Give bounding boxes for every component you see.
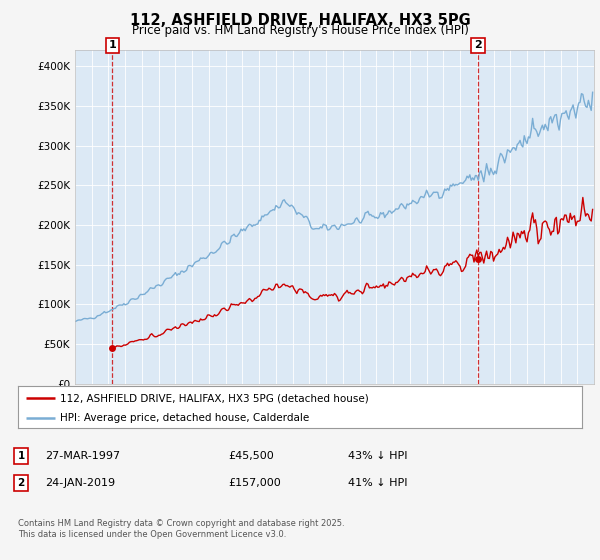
Text: 43% ↓ HPI: 43% ↓ HPI xyxy=(348,451,407,461)
Text: 24-JAN-2019: 24-JAN-2019 xyxy=(45,478,115,488)
Text: £45,500: £45,500 xyxy=(228,451,274,461)
Text: 112, ASHFIELD DRIVE, HALIFAX, HX3 5PG: 112, ASHFIELD DRIVE, HALIFAX, HX3 5PG xyxy=(130,13,470,27)
Text: 41% ↓ HPI: 41% ↓ HPI xyxy=(348,478,407,488)
Text: 1: 1 xyxy=(109,40,116,50)
Text: 27-MAR-1997: 27-MAR-1997 xyxy=(45,451,120,461)
Text: HPI: Average price, detached house, Calderdale: HPI: Average price, detached house, Cald… xyxy=(60,413,310,423)
Text: £157,000: £157,000 xyxy=(228,478,281,488)
Text: 1: 1 xyxy=(17,451,25,461)
Text: 2: 2 xyxy=(17,478,25,488)
Text: Contains HM Land Registry data © Crown copyright and database right 2025.
This d: Contains HM Land Registry data © Crown c… xyxy=(18,520,344,539)
Text: Price paid vs. HM Land Registry's House Price Index (HPI): Price paid vs. HM Land Registry's House … xyxy=(131,24,469,37)
Text: 112, ASHFIELD DRIVE, HALIFAX, HX3 5PG (detached house): 112, ASHFIELD DRIVE, HALIFAX, HX3 5PG (d… xyxy=(60,393,369,403)
Text: 2: 2 xyxy=(474,40,482,50)
